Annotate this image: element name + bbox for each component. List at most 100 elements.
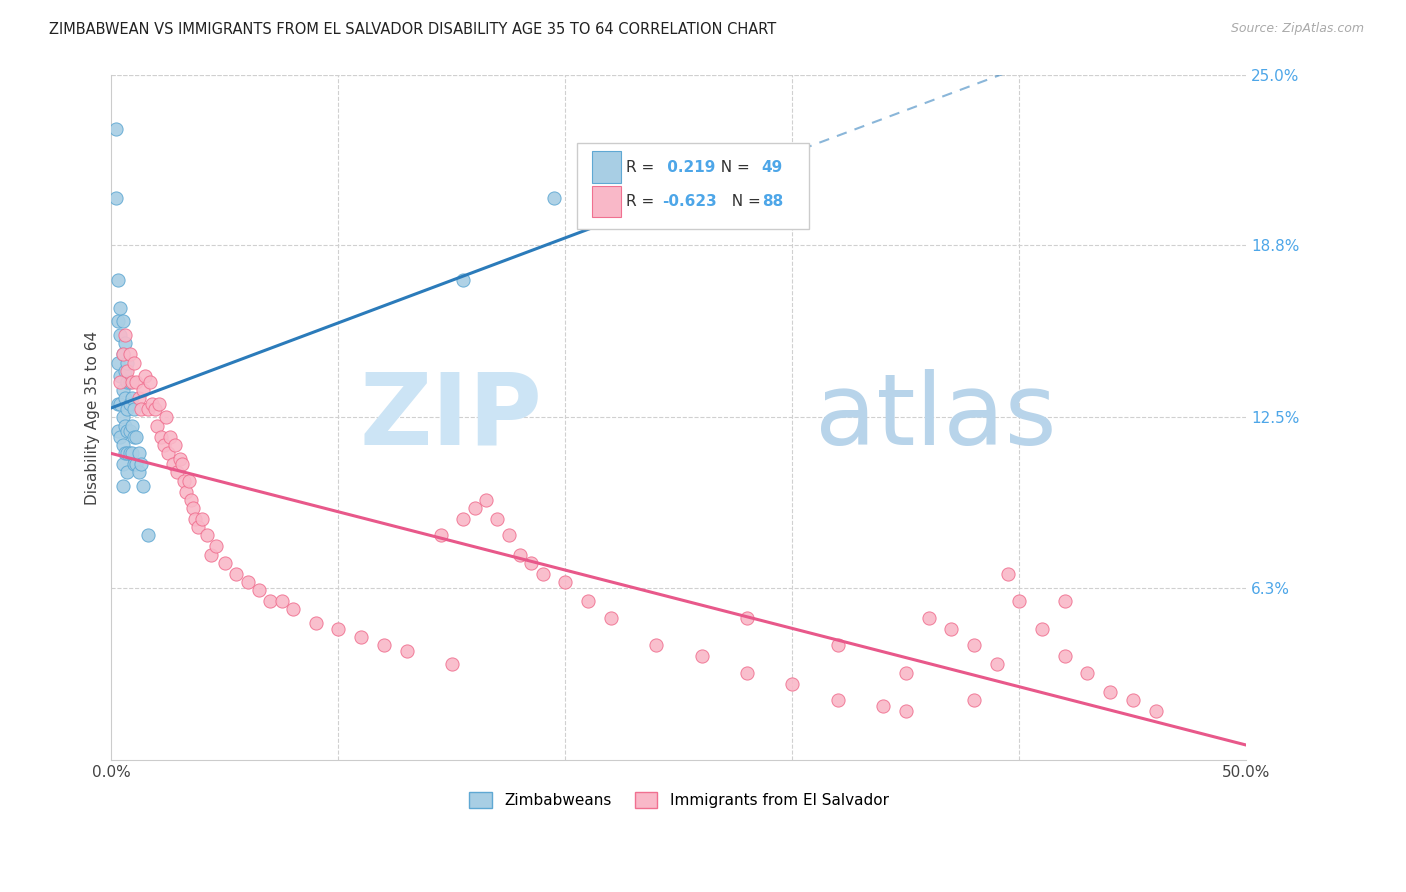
Point bbox=[122, 430, 145, 444]
Point bbox=[576, 594, 599, 608]
Point bbox=[963, 638, 986, 652]
Point bbox=[1008, 594, 1031, 608]
Point bbox=[917, 611, 939, 625]
Point bbox=[543, 191, 565, 205]
Point bbox=[1053, 594, 1076, 608]
Point bbox=[111, 347, 134, 361]
FancyBboxPatch shape bbox=[592, 186, 621, 217]
Text: R =: R = bbox=[626, 194, 658, 209]
Point bbox=[121, 375, 143, 389]
Point bbox=[200, 548, 222, 562]
Point bbox=[104, 122, 127, 136]
Point bbox=[176, 484, 198, 499]
Point bbox=[1144, 704, 1167, 718]
Point bbox=[111, 479, 134, 493]
Point bbox=[187, 520, 209, 534]
Text: R =: R = bbox=[626, 160, 658, 175]
Point bbox=[107, 397, 129, 411]
Text: ZIP: ZIP bbox=[360, 369, 543, 466]
Point bbox=[107, 273, 129, 287]
Point bbox=[118, 446, 141, 460]
Point bbox=[114, 328, 136, 343]
Point bbox=[122, 402, 145, 417]
Point bbox=[132, 479, 155, 493]
Point bbox=[180, 492, 202, 507]
Point bbox=[827, 693, 849, 707]
Point bbox=[177, 474, 200, 488]
Point bbox=[247, 583, 270, 598]
Text: 49: 49 bbox=[762, 160, 783, 175]
Point bbox=[184, 512, 207, 526]
Point bbox=[735, 665, 758, 680]
Point bbox=[157, 446, 180, 460]
Point bbox=[152, 438, 174, 452]
Point bbox=[690, 649, 713, 664]
Point bbox=[894, 665, 917, 680]
Point bbox=[146, 418, 169, 433]
Point bbox=[195, 528, 218, 542]
Point bbox=[554, 575, 576, 590]
Point bbox=[350, 630, 373, 644]
Text: 0.219: 0.219 bbox=[662, 160, 716, 175]
Point bbox=[136, 402, 159, 417]
Point bbox=[155, 410, 177, 425]
Point bbox=[281, 602, 304, 616]
Point bbox=[121, 446, 143, 460]
Point bbox=[963, 693, 986, 707]
Point bbox=[191, 512, 214, 526]
Point bbox=[163, 438, 186, 452]
Point bbox=[159, 430, 181, 444]
Point bbox=[121, 418, 143, 433]
Point bbox=[782, 676, 804, 690]
Point bbox=[107, 424, 129, 438]
Point bbox=[117, 355, 139, 369]
Point bbox=[122, 355, 145, 369]
Point bbox=[486, 512, 509, 526]
Point bbox=[117, 424, 139, 438]
Point bbox=[735, 611, 758, 625]
Point bbox=[134, 369, 156, 384]
Text: -0.623: -0.623 bbox=[662, 194, 717, 209]
Point bbox=[148, 397, 170, 411]
Point bbox=[328, 622, 350, 636]
Point bbox=[110, 430, 132, 444]
Point bbox=[451, 273, 474, 287]
Point bbox=[125, 430, 148, 444]
Point bbox=[162, 457, 184, 471]
Point bbox=[117, 375, 139, 389]
Point bbox=[143, 402, 166, 417]
Point bbox=[117, 364, 139, 378]
Point bbox=[110, 301, 132, 315]
Point bbox=[114, 364, 136, 378]
Point bbox=[114, 446, 136, 460]
Point bbox=[111, 438, 134, 452]
FancyBboxPatch shape bbox=[576, 143, 810, 229]
Point bbox=[599, 611, 621, 625]
Text: 88: 88 bbox=[762, 194, 783, 209]
Point bbox=[107, 355, 129, 369]
Point bbox=[1122, 693, 1144, 707]
Point bbox=[464, 500, 486, 515]
Point bbox=[111, 457, 134, 471]
Point bbox=[128, 446, 150, 460]
Point bbox=[395, 643, 418, 657]
Point bbox=[429, 528, 451, 542]
Point bbox=[125, 375, 148, 389]
Point bbox=[169, 451, 191, 466]
Point bbox=[170, 457, 193, 471]
Point bbox=[225, 566, 247, 581]
Y-axis label: Disability Age 35 to 64: Disability Age 35 to 64 bbox=[86, 330, 100, 505]
Point bbox=[259, 594, 281, 608]
Point bbox=[128, 391, 150, 405]
Point bbox=[128, 466, 150, 480]
Point bbox=[111, 383, 134, 397]
Point bbox=[440, 657, 463, 672]
Text: ZIMBABWEAN VS IMMIGRANTS FROM EL SALVADOR DISABILITY AGE 35 TO 64 CORRELATION CH: ZIMBABWEAN VS IMMIGRANTS FROM EL SALVADO… bbox=[49, 22, 776, 37]
Point bbox=[136, 528, 159, 542]
Point bbox=[150, 430, 173, 444]
Point bbox=[520, 556, 543, 570]
FancyBboxPatch shape bbox=[592, 152, 621, 183]
Point bbox=[894, 704, 917, 718]
Point bbox=[111, 410, 134, 425]
Point bbox=[1053, 649, 1076, 664]
